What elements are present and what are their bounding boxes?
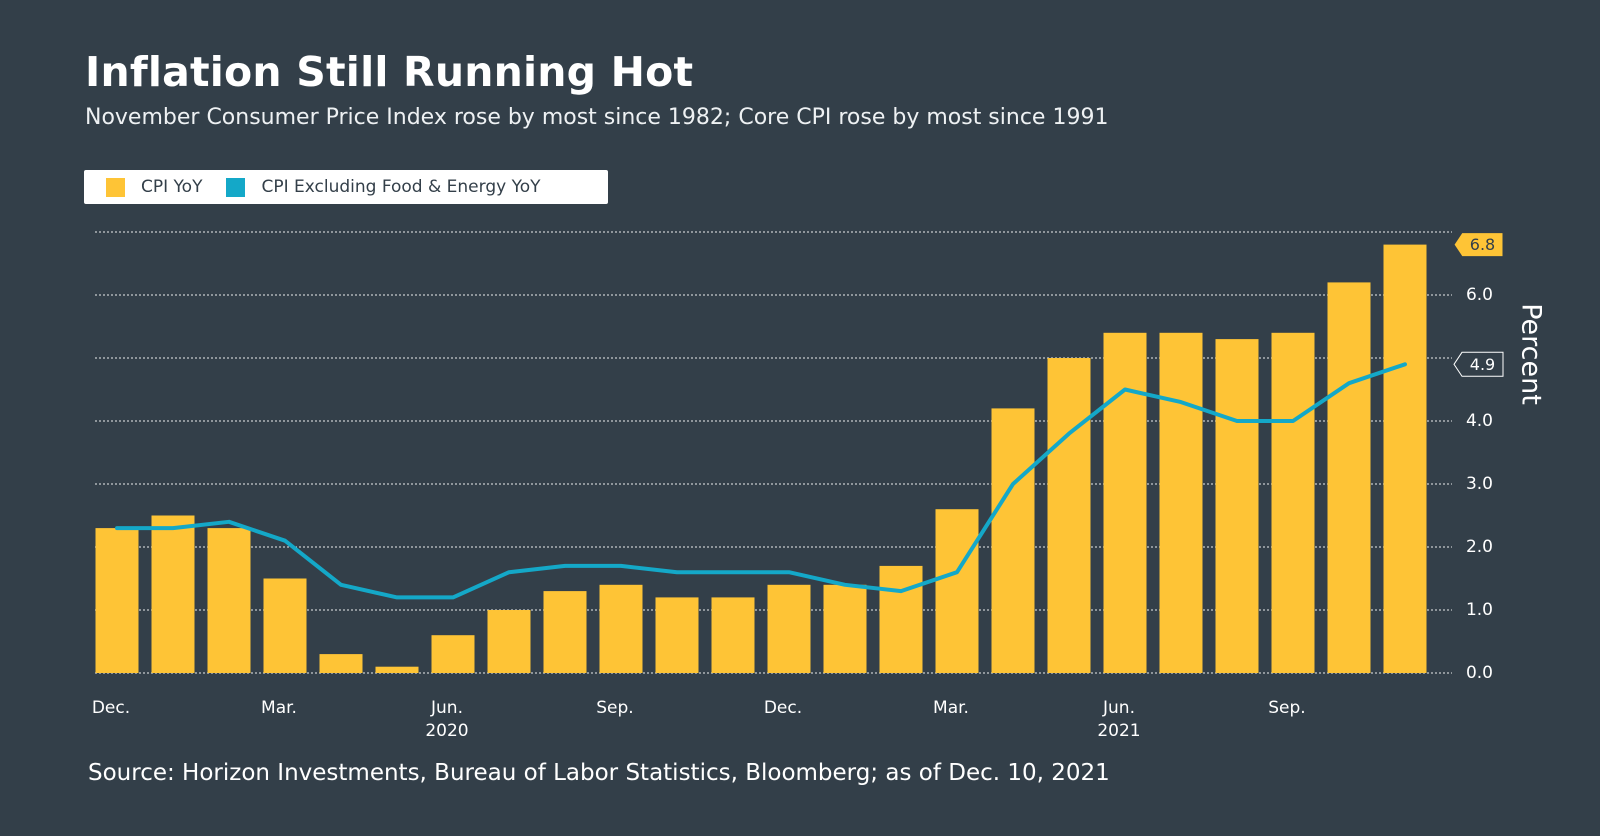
end-label-cpi: 6.8 [1470,235,1495,254]
end-label-core-box [1453,351,1504,377]
y-tick-label: 3.0 [1466,474,1493,494]
bar-cpi [1159,332,1203,673]
x-tick-label: Mar. [933,698,969,718]
legend-swatch-core [226,177,246,197]
x-tick-label: Dec. [764,698,802,718]
chart-title: Inflation Still Running Hot [85,48,694,96]
x-tick-label: Jun. [1102,698,1135,718]
bar-cpi [543,591,587,673]
line-series [115,362,1407,600]
x-axis-ticks: Dec. Mar. Jun. 2020 Sep. Dec. Mar. Jun. 2021 Sep. [92,698,1306,741]
bar-cpi [767,584,811,673]
bar-cpi [991,408,1035,673]
bar-cpi [207,528,251,673]
bar-cpi [599,584,643,673]
legend-item-cpi: CPI YoY [106,177,202,197]
end-label-cpi-box [1453,232,1504,258]
bar-cpi [375,666,419,673]
chart-subtitle: November Consumer Price Index rose by mo… [85,105,1109,130]
bar-cpi [319,654,363,673]
bar-cpi [151,515,195,673]
bar-cpi [1047,358,1091,673]
x-tick-label: Sep. [596,698,633,718]
bar-cpi [1271,332,1315,673]
legend: CPI YoY CPI Excluding Food & Energy YoY [84,170,608,204]
end-labels: 6.8 4.9 [1453,232,1504,377]
y-tick-label: 4.0 [1466,411,1493,431]
y-axis-ticks: 0.0 1.0 2.0 3.0 4.0 6.0 [1466,285,1493,683]
x-tick-year-label: 2020 [425,721,468,741]
legend-label-core: CPI Excluding Food & Energy YoY [261,177,541,197]
bar-cpi [823,584,867,673]
x-tick-year-label: 2021 [1097,721,1140,741]
source-note: Source: Horizon Investments, Bureau of L… [88,760,1110,786]
bar-series [95,244,1427,673]
bar-cpi [879,565,923,673]
bar-cpi [431,635,475,673]
bar-cpi [1383,244,1427,673]
y-tick-label: 1.0 [1466,600,1493,620]
bar-cpi [1103,332,1147,673]
legend-label-cpi: CPI YoY [141,177,203,197]
line-core-cpi [115,362,1407,600]
y-tick-label: 6.0 [1466,285,1493,305]
y-tick-label: 2.0 [1466,537,1493,557]
bar-cpi [487,610,531,673]
bar-cpi [711,597,755,673]
bar-cpi [263,578,307,673]
bar-cpi [1215,339,1259,673]
legend-swatch-cpi [106,177,125,197]
x-tick-label: Dec. [92,698,130,718]
y-tick-label: 0.0 [1466,663,1493,683]
end-label-core: 4.9 [1470,355,1495,374]
x-tick-label: Jun. [430,698,463,718]
bar-cpi [1327,282,1371,673]
bar-cpi [935,509,979,673]
bar-cpi [95,528,139,673]
x-tick-label: Mar. [261,698,297,718]
x-tick-label: Sep. [1268,698,1305,718]
y-axis-label: Percent [1516,303,1547,405]
bar-cpi [655,597,699,673]
legend-item-core: CPI Excluding Food & Energy YoY [226,177,540,197]
